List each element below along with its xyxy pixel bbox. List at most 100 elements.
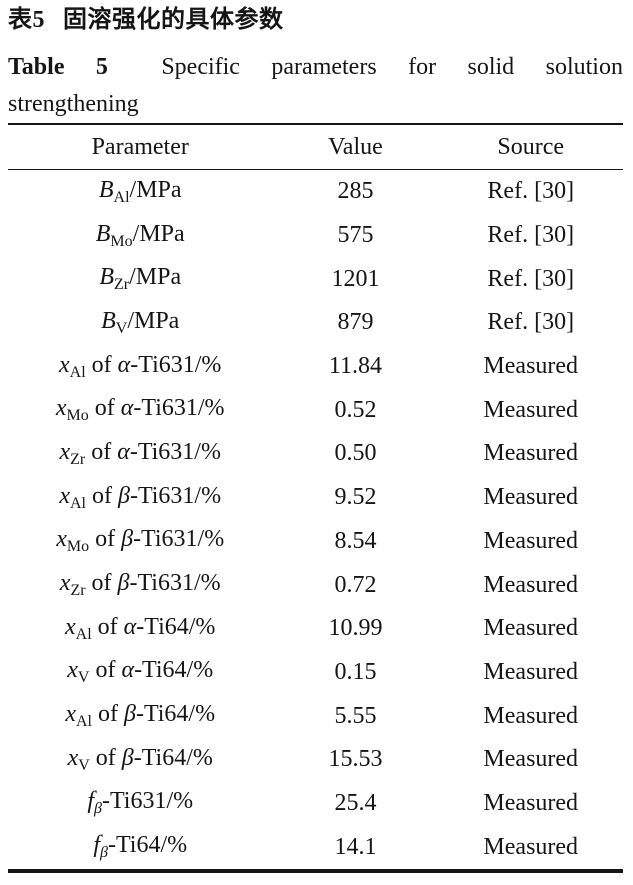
parameter-cell: xAl of β-Ti631/% — [8, 476, 272, 520]
param-segment: x — [59, 438, 71, 465]
param-segment: Mo — [110, 232, 133, 250]
value-cell: 0.50 — [334, 440, 377, 467]
source-cell: Ref. [30] — [487, 265, 575, 292]
param-segment: V — [77, 669, 90, 687]
header-parameter: Parameter — [91, 133, 189, 160]
param-segment: β — [118, 482, 130, 509]
parameter-cell: xZr of α-Ti631/% — [8, 432, 272, 476]
value-cell: 9.52 — [334, 484, 377, 511]
param-segment: β — [117, 570, 130, 597]
param-segment: Mo — [66, 407, 89, 425]
value-cell: 0.72 — [334, 571, 377, 598]
source-cell: Ref. [30] — [487, 178, 575, 205]
param-segment: x — [67, 657, 78, 684]
param-segment: -Ti64/% — [133, 744, 213, 771]
table-row: xMo of α-Ti631/% 0.52 Measured — [8, 388, 623, 432]
table-row: xAl of β-Ti631/% 9.52 Measured — [8, 476, 623, 520]
caption-word: Specific — [161, 54, 240, 80]
parameter-cell: fβ-Ti631/% — [8, 782, 272, 826]
param-segment: Zr — [70, 582, 86, 600]
param-segment: of — [85, 351, 118, 378]
param-segment: f — [87, 788, 94, 815]
caption-word: parameters — [271, 54, 377, 80]
param-segment: x — [59, 570, 71, 597]
source-cell: Measured — [483, 702, 579, 729]
table-header: Parameter Value Source — [8, 124, 623, 170]
table-row: BMo/MPa 575 Ref. [30] — [8, 214, 623, 258]
parameter-cell: BMo/MPa — [8, 214, 272, 258]
param-segment: -Ti631/% — [101, 788, 194, 815]
param-segment: -Ti631/% — [129, 482, 222, 509]
source-cell: Measured — [483, 396, 579, 423]
param-segment: x — [59, 482, 70, 509]
table-row: xMo of β-Ti631/% 8.54 Measured — [8, 520, 623, 564]
source-cell: Measured — [483, 527, 579, 554]
param-segment: Al — [113, 188, 130, 206]
source-cell: Measured — [483, 833, 579, 860]
param-segment: -Ti64/% — [135, 701, 216, 728]
parameter-cell: xV of α-Ti64/% — [8, 651, 272, 695]
param-segment: β — [100, 844, 108, 862]
param-segment: β — [94, 800, 102, 818]
param-segment: of — [86, 482, 118, 509]
parameters-table: Parameter Value Source BAl/MPa 285 Ref. … — [8, 123, 623, 873]
parameter-cell: xV of β-Ti64/% — [8, 738, 272, 782]
table-row: BV/MPa 879 Ref. [30] — [8, 301, 623, 345]
param-segment: Al — [69, 363, 86, 381]
param-segment: x — [67, 744, 79, 771]
param-segment: x — [65, 613, 76, 640]
param-segment: of — [85, 438, 118, 465]
param-segment: of — [92, 701, 124, 728]
table-body: BAl/MPa 285 Ref. [30] BMo/MPa 575 Ref. [… — [8, 170, 623, 872]
param-segment: β — [124, 701, 136, 728]
param-segment: -Ti631/% — [130, 351, 222, 378]
source-cell: Measured — [483, 440, 579, 467]
caption-line-1: Table 5 Specific parameters for solid so… — [8, 49, 623, 86]
param-segment: Al — [76, 713, 92, 731]
param-segment: V — [115, 319, 128, 337]
param-segment: α — [117, 351, 131, 378]
table-caption-english: Table 5 Specific parameters for solid so… — [8, 49, 623, 123]
value-cell: 5.55 — [334, 702, 377, 729]
header-value: Value — [328, 133, 383, 160]
param-segment: α — [123, 613, 137, 640]
source-cell: Ref. [30] — [487, 222, 575, 249]
param-segment: x — [59, 351, 70, 378]
param-segment: Al — [70, 494, 86, 512]
value-cell: 10.99 — [328, 615, 383, 642]
value-cell: 0.52 — [334, 396, 377, 423]
param-segment: f — [93, 832, 100, 859]
param-segment: Al — [75, 625, 92, 643]
parameter-cell: BV/MPa — [8, 301, 272, 345]
param-segment: V — [78, 756, 90, 774]
param-segment: B — [101, 307, 116, 334]
param-segment: Zr — [70, 450, 86, 468]
param-segment: -Ti64/% — [107, 832, 188, 859]
table-row: fβ-Ti631/% 25.4 Measured — [8, 782, 623, 826]
param-segment: B — [98, 176, 114, 203]
param-segment: x — [55, 395, 67, 422]
header-source: Source — [497, 133, 565, 160]
source-cell: Measured — [483, 615, 579, 642]
param-segment: -Ti631/% — [133, 395, 225, 422]
table-row: xAl of α-Ti64/% 10.99 Measured — [8, 607, 623, 651]
table-row: xAl of α-Ti631/% 11.84 Measured — [8, 345, 623, 389]
caption-word: 5 — [95, 54, 108, 80]
table-row: xV of α-Ti64/% 0.15 Measured — [8, 651, 623, 695]
value-cell: 575 — [337, 222, 374, 249]
param-segment: of — [89, 526, 122, 553]
parameter-cell: xZr of β-Ti631/% — [8, 563, 272, 607]
table-row: xAl of β-Ti64/% 5.55 Measured — [8, 694, 623, 738]
value-cell: 285 — [337, 178, 374, 205]
param-segment: α — [120, 395, 134, 422]
header-row: Parameter Value Source — [8, 124, 623, 170]
param-segment: /MPa — [127, 307, 180, 334]
param-segment: -Ti631/% — [133, 526, 225, 553]
caption-word: Table — [8, 54, 65, 80]
parameter-cell: BAl/MPa — [8, 170, 272, 214]
caption-word: for — [408, 54, 437, 80]
param-segment: -Ti64/% — [134, 657, 214, 684]
param-segment: /MPa — [132, 220, 185, 247]
param-segment: -Ti631/% — [129, 570, 221, 597]
